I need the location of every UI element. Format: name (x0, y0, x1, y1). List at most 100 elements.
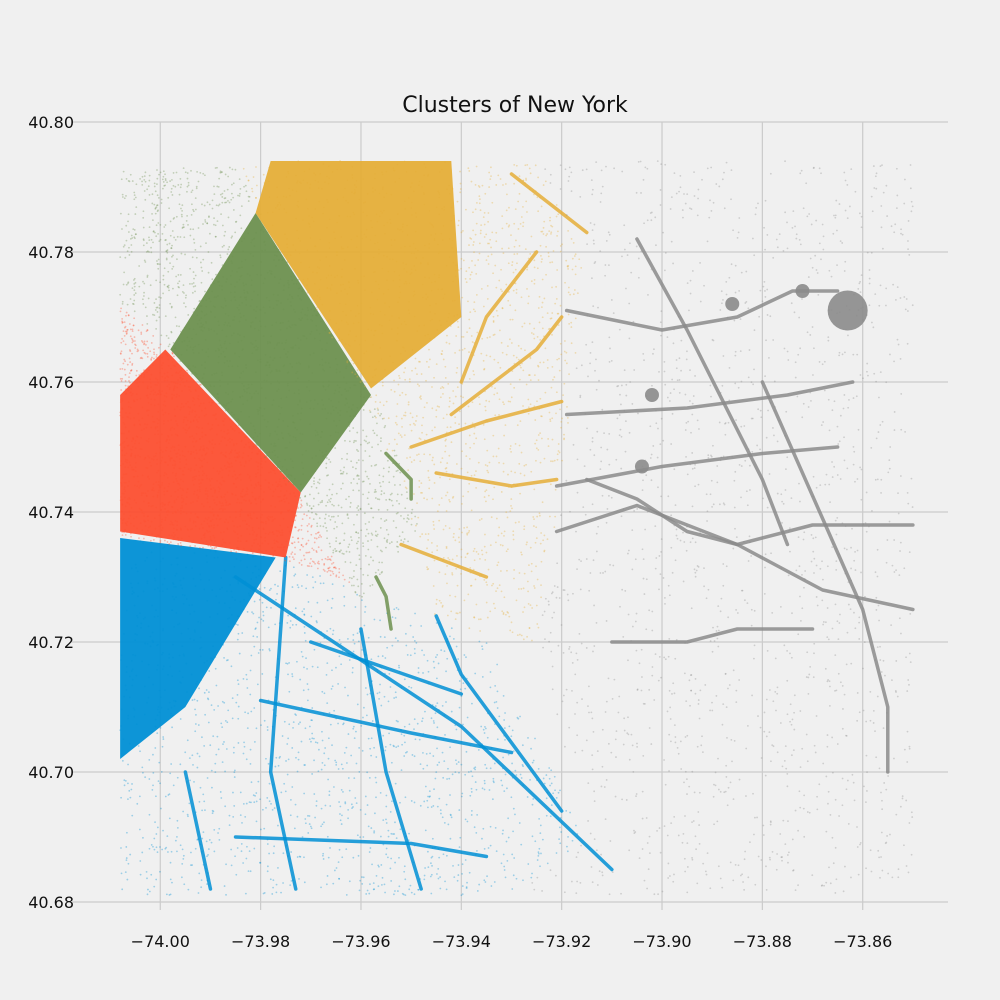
scatter-point (557, 312, 560, 315)
scatter-point (198, 872, 201, 875)
scatter-point (340, 549, 342, 552)
scatter-point (223, 741, 225, 743)
scatter-point (211, 199, 214, 202)
scatter-point (312, 518, 315, 521)
scatter-point (467, 167, 470, 170)
scatter-point (470, 335, 473, 337)
scatter-point (224, 201, 226, 204)
scatter-point (224, 805, 227, 808)
scatter-point (474, 310, 476, 313)
scatter-point (145, 870, 148, 873)
scatter-point (157, 209, 159, 212)
scatter-point (501, 544, 504, 547)
scatter-point (369, 556, 372, 559)
scatter-point (352, 806, 354, 808)
scatter-point (510, 504, 512, 507)
scatter-point (184, 751, 187, 754)
scatter-point (192, 210, 195, 213)
scatter-point (307, 814, 309, 817)
scatter-point (286, 622, 289, 624)
scatter-point (306, 699, 309, 702)
scatter-point (552, 792, 555, 795)
scatter-point (438, 761, 441, 764)
scatter-point (127, 281, 130, 284)
scatter-point (514, 443, 517, 445)
scatter-point (296, 660, 298, 663)
scatter-point (529, 253, 532, 255)
scatter-point (186, 214, 189, 217)
scatter-point (181, 204, 184, 207)
scatter-point (162, 187, 164, 190)
scatter-point (349, 506, 352, 508)
scatter-point (159, 870, 161, 873)
scatter-point (317, 492, 320, 495)
scatter-point (247, 870, 250, 873)
scatter-point (407, 518, 410, 521)
scatter-point (192, 238, 195, 241)
scatter-point (196, 838, 199, 841)
scatter-point (194, 708, 196, 711)
scatter-point (477, 749, 480, 751)
scatter-point (142, 238, 145, 241)
scatter-point (329, 627, 332, 630)
scatter-point (372, 516, 375, 519)
scatter-point (234, 855, 236, 858)
scatter-point (217, 705, 220, 707)
scatter-point (179, 236, 182, 238)
scatter-point (120, 350, 123, 353)
scatter-point (463, 654, 466, 656)
scatter-point (123, 368, 126, 371)
scatter-point (417, 888, 420, 891)
scatter-point (213, 193, 216, 196)
scatter-point (318, 482, 321, 485)
scatter-point (335, 537, 338, 539)
scatter-point (186, 185, 189, 188)
scatter-point (355, 762, 358, 765)
scatter-point (158, 296, 160, 299)
scatter-point (303, 554, 305, 557)
scatter-point (268, 648, 271, 650)
scatter-point (486, 464, 489, 467)
scatter-point (518, 822, 521, 824)
scatter-point (234, 769, 236, 772)
scatter-point (153, 848, 156, 851)
scatter-point (126, 328, 129, 331)
scatter-point (131, 339, 134, 341)
scatter-point (458, 349, 461, 352)
scatter-point (320, 535, 323, 538)
scatter-point (360, 529, 363, 532)
scatter-point (127, 220, 129, 223)
scatter-point (444, 450, 447, 453)
scatter-point (262, 614, 265, 617)
scatter-point (329, 559, 332, 562)
scatter-point (422, 751, 424, 754)
scatter-point (148, 890, 151, 893)
scatter-point (305, 543, 308, 546)
scatter-point (121, 337, 123, 340)
scatter-point (303, 792, 306, 795)
scatter-point (170, 763, 173, 765)
scatter-point (210, 841, 213, 844)
scatter-point (345, 746, 348, 749)
scatter-point (174, 185, 177, 188)
scatter-point (216, 735, 219, 738)
scatter-point (423, 878, 426, 881)
scatter-point (507, 753, 510, 756)
scatter-point (468, 482, 471, 485)
scatter-point (218, 827, 221, 830)
scatter-point (130, 250, 133, 253)
scatter-point (139, 873, 142, 876)
scatter-point (506, 611, 509, 613)
scatter-point (120, 389, 123, 391)
scatter-point (359, 567, 362, 570)
scatter-point (198, 755, 201, 758)
scatter-point (551, 225, 554, 228)
scatter-point (213, 547, 216, 549)
scatter-point (430, 892, 433, 895)
scatter-point (282, 882, 284, 884)
scatter-point (294, 546, 296, 549)
scatter-point (522, 206, 524, 208)
scatter-point (307, 539, 310, 542)
scatter-point (359, 808, 362, 811)
scatter-point (412, 422, 415, 425)
